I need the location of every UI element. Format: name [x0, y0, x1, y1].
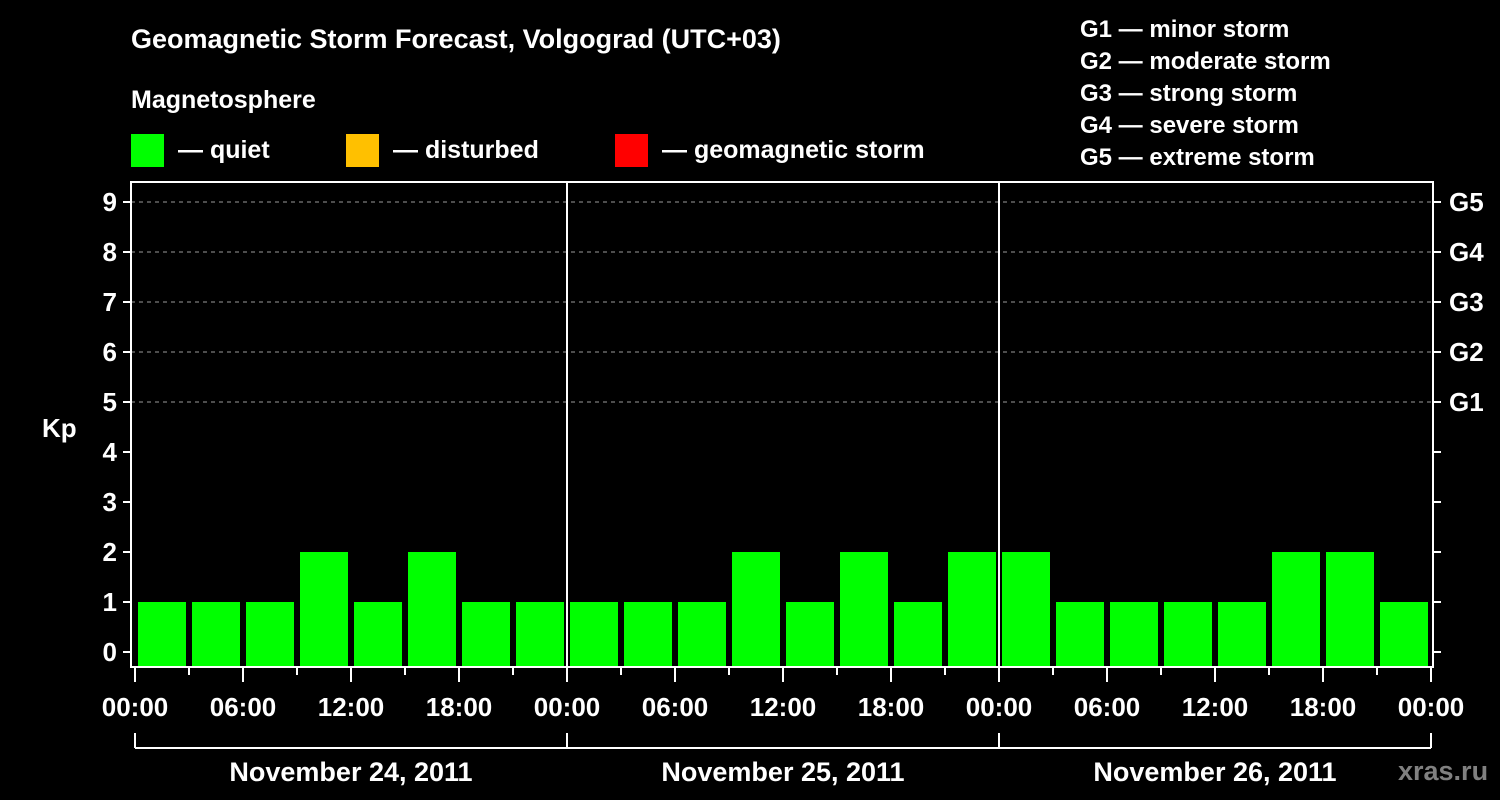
kp-bar — [1326, 552, 1374, 667]
storm-scale-legend: G1 — minor storm G2 — moderate storm G3 … — [1080, 14, 1331, 174]
storm-scale-g3: G3 — strong storm — [1080, 80, 1298, 107]
kp-bar — [1380, 602, 1428, 667]
legend-label-disturbed: — disturbed — [393, 136, 539, 164]
y-tick-label: 2 — [103, 537, 117, 567]
legend-label-quiet: — quiet — [178, 136, 270, 164]
right-axis-label: G3 — [1449, 287, 1484, 317]
y-tick-label: 5 — [103, 387, 117, 417]
x-tick-label: 00:00 — [1398, 692, 1465, 722]
day-label: November 24, 2011 — [229, 757, 472, 787]
x-tick-label: 12:00 — [750, 692, 817, 722]
x-tick-label: 00:00 — [534, 692, 601, 722]
legend-swatch-disturbed — [346, 134, 379, 167]
y-tick-label: 8 — [103, 237, 117, 267]
legend-swatch-quiet — [131, 134, 164, 167]
kp-bar — [1002, 552, 1050, 667]
x-tick-label: 18:00 — [858, 692, 925, 722]
kp-bar — [1110, 602, 1158, 667]
kp-bar — [1272, 552, 1320, 667]
storm-scale-g2: G2 — moderate storm — [1080, 48, 1331, 75]
watermark: xras.ru — [1398, 756, 1489, 786]
kp-bar — [570, 602, 618, 667]
y-tick-label: 0 — [103, 637, 117, 667]
legend-label-storm: — geomagnetic storm — [662, 136, 925, 164]
kp-bar — [246, 602, 294, 667]
kp-bar — [948, 552, 996, 667]
kp-bar — [894, 602, 942, 667]
kp-bar — [624, 602, 672, 667]
x-tick-label: 06:00 — [210, 692, 277, 722]
kp-bar — [354, 602, 402, 667]
chart-title: Geomagnetic Storm Forecast, Volgograd (U… — [131, 24, 781, 54]
day-label: November 25, 2011 — [661, 757, 904, 787]
x-tick-label: 00:00 — [966, 692, 1033, 722]
legend-storm: — geomagnetic storm — [615, 134, 925, 167]
y-tick-label: 6 — [103, 337, 117, 367]
kp-bar — [732, 552, 780, 667]
kp-bar — [1056, 602, 1104, 667]
right-axis-label: G2 — [1449, 337, 1484, 367]
kp-bar — [786, 602, 834, 667]
legend-disturbed: — disturbed — [346, 134, 539, 167]
storm-scale-g1: G1 — minor storm — [1080, 16, 1290, 43]
storm-scale-g4: G4 — severe storm — [1080, 112, 1299, 139]
x-tick-label: 06:00 — [1074, 692, 1141, 722]
y-axis-label: Kp — [42, 413, 77, 443]
legend-quiet: — quiet — [131, 134, 270, 167]
kp-bar — [408, 552, 456, 667]
chart-subtitle: Magnetosphere — [131, 86, 316, 114]
kp-bar — [138, 602, 186, 667]
kp-bar — [516, 602, 564, 667]
right-axis-label: G5 — [1449, 187, 1484, 217]
x-tick-label: 06:00 — [642, 692, 709, 722]
kp-bar — [300, 552, 348, 667]
x-tick-label: 12:00 — [1182, 692, 1249, 722]
kp-bar — [840, 552, 888, 667]
kp-bar — [462, 602, 510, 667]
y-tick-label: 1 — [103, 587, 117, 617]
x-tick-label: 00:00 — [102, 692, 169, 722]
y-tick-label: 7 — [103, 287, 117, 317]
x-tick-label: 18:00 — [1290, 692, 1357, 722]
x-tick-label: 18:00 — [426, 692, 493, 722]
right-axis-label: G4 — [1449, 237, 1484, 267]
legend-swatch-storm — [615, 134, 648, 167]
kp-bar — [192, 602, 240, 667]
day-label: November 26, 2011 — [1093, 757, 1336, 787]
storm-scale-g5: G5 — extreme storm — [1080, 144, 1315, 171]
y-tick-label: 9 — [103, 187, 117, 217]
y-tick-label: 4 — [103, 437, 118, 467]
x-tick-label: 12:00 — [318, 692, 385, 722]
right-axis-label: G1 — [1449, 387, 1484, 417]
kp-bar — [1164, 602, 1212, 667]
kp-bar — [678, 602, 726, 667]
kp-bar — [1218, 602, 1266, 667]
y-tick-label: 3 — [103, 487, 117, 517]
